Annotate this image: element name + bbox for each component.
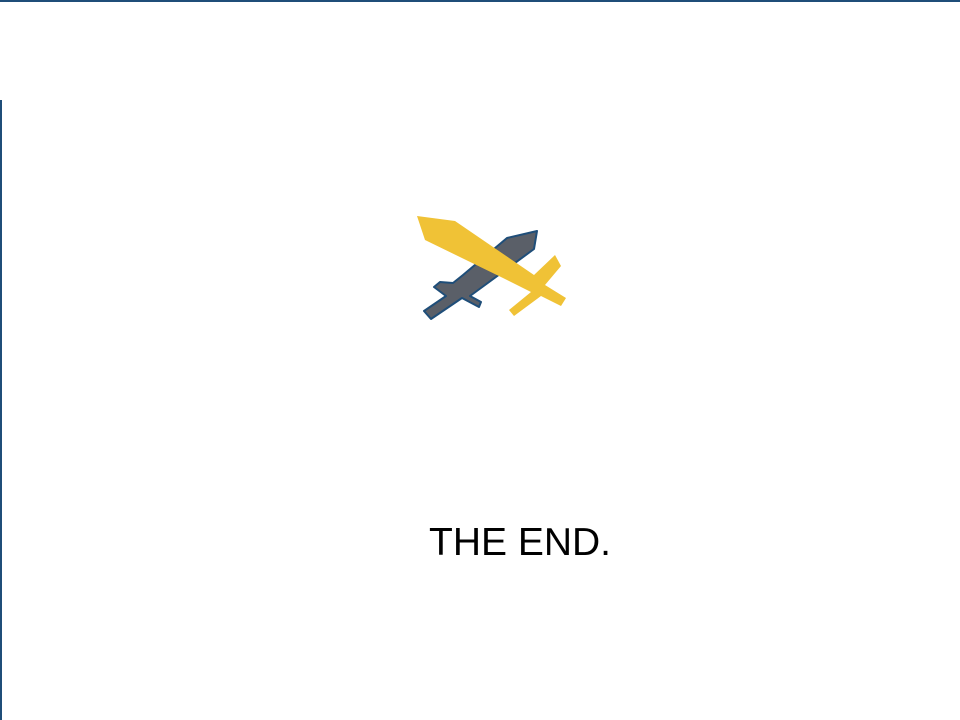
left-border [0,100,2,720]
gold-sword-icon [417,216,566,316]
top-border [0,0,960,2]
dark-sword-icon [423,230,538,320]
crossed-swords-icon [417,216,566,320]
end-message: THE END. [429,521,612,564]
